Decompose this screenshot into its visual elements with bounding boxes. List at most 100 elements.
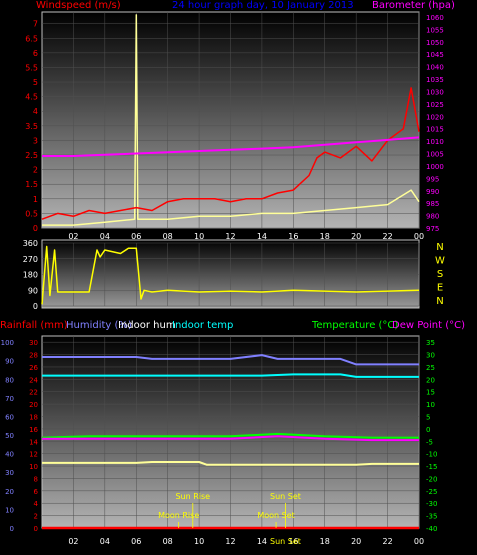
temperature-tick-label: 30 <box>426 352 435 360</box>
compass-label: S <box>437 269 443 280</box>
dew-point-series-line <box>42 435 419 442</box>
indoor-hum-series-line <box>42 461 419 466</box>
rainfall-tick-label: 8 <box>34 475 38 483</box>
barometer-tick-label: 985 <box>426 200 439 208</box>
wind-tick-label: 7 <box>33 20 38 29</box>
compass-label: W <box>435 256 445 267</box>
wind-tick-label: 6.5 <box>25 34 38 43</box>
wind-tick-label: 4 <box>33 107 38 116</box>
chart-title: 24 hour graph day, 10 January 2013 <box>172 0 354 11</box>
wind-x-tick-label: 20 <box>351 232 361 241</box>
temperature-tick-label: 35 <box>426 339 435 347</box>
temperature-tick-label: 20 <box>426 376 435 384</box>
barometer-tick-label: 1045 <box>426 51 444 59</box>
barometer-tick-label: 1000 <box>426 163 444 171</box>
temp-x-tick-label: 18 <box>320 537 330 546</box>
direction-tick-label: 0 <box>33 302 38 311</box>
sun-moon-annotation: Sun Set <box>270 492 301 501</box>
temperature-tick-label: -40 <box>426 525 437 533</box>
wind-tick-label: 0 <box>33 224 38 233</box>
compass-label: N <box>436 242 443 253</box>
wind-x-tick-label: 02 <box>68 232 78 241</box>
wind-tick-label: 1 <box>33 195 38 204</box>
wind-x-tick-label: 08 <box>163 232 173 241</box>
humidity-axis-label: Humidity (%) <box>66 320 132 331</box>
temp-x-tick-label: 02 <box>68 537 78 546</box>
temp-x-tick-label: 04 <box>100 537 110 546</box>
indoor-temp-series-line <box>42 373 419 378</box>
temperature-tick-label: 15 <box>426 389 435 397</box>
humidity-tick-label: 70 <box>5 395 14 403</box>
humidity-tick-label: 10 <box>5 506 14 514</box>
barometer-tick-label: 1040 <box>426 64 444 72</box>
humidity-tick-label: 0 <box>10 525 14 533</box>
temperature-tick-label: -20 <box>426 475 437 483</box>
indoor-temp-label: Indoor temp <box>172 320 234 331</box>
temperature-tick-label: -5 <box>426 438 433 446</box>
wind-tick-label: 5 <box>33 78 38 87</box>
temperature-tick-label: 10 <box>426 401 435 409</box>
rainfall-tick-label: 20 <box>29 401 38 409</box>
barometer-tick-label: 1035 <box>426 76 444 84</box>
wind-x-tick-label: 22 <box>382 232 392 241</box>
temperature-tick-label: 25 <box>426 364 435 372</box>
barometer-tick-label: 1015 <box>426 126 444 134</box>
windspeed-axis-label: Windspeed (m/s) <box>36 0 121 11</box>
wind-x-tick-label: 04 <box>100 232 110 241</box>
wind-x-tick-label: 00 <box>414 232 424 241</box>
rainfall-tick-label: 10 <box>29 463 38 471</box>
barometer-tick-label: 1060 <box>426 14 444 22</box>
temp-x-tick-label: 16 <box>288 537 298 546</box>
wind-tick-label: 5.5 <box>25 63 38 72</box>
temperature-tick-label: -25 <box>426 488 437 496</box>
rainfall-tick-label: 4 <box>34 500 39 508</box>
temperature-series-line <box>41 432 419 439</box>
wind-x-tick-label: 18 <box>320 232 330 241</box>
wind-x-tick-label: 16 <box>288 232 298 241</box>
compass-label: N <box>436 296 443 307</box>
rainfall-tick-label: 0 <box>34 525 38 533</box>
temp-x-tick-label: 08 <box>163 537 173 546</box>
barometer-tick-label: 980 <box>426 213 439 221</box>
barometer-tick-label: 1005 <box>426 151 444 159</box>
sun-moon-annotation: Sun Rise <box>175 492 210 501</box>
wind-x-tick-label: 10 <box>194 232 204 241</box>
compass-label: E <box>437 283 443 294</box>
gust-series-line <box>42 14 420 226</box>
dew-point-axis-label: Dew Point (°C) <box>392 320 466 331</box>
humidity-tick-label: 100 <box>1 339 14 347</box>
humidity-tick-label: 30 <box>5 469 14 477</box>
wind-tick-label: 4.5 <box>25 93 38 102</box>
rainfall-tick-label: 16 <box>29 426 38 434</box>
humidity-tick-label: 90 <box>5 358 14 366</box>
barometer-tick-label: 1030 <box>426 88 444 96</box>
direction-tick-label: 90 <box>28 286 38 295</box>
rainfall-tick-label: 28 <box>29 352 38 360</box>
rainfall-tick-label: 30 <box>29 339 38 347</box>
rainfall-tick-label: 14 <box>29 438 38 446</box>
wind-tick-label: 2 <box>33 166 38 175</box>
temperature-tick-label: -35 <box>426 513 437 521</box>
temp-x-tick-label: 12 <box>225 537 235 546</box>
humidity-series-line <box>42 354 419 366</box>
indoor-hum-label: Indoor hum <box>118 320 176 331</box>
barometer-tick-label: 1055 <box>426 26 444 34</box>
barometer-tick-label: 995 <box>426 175 439 183</box>
temp-x-tick-label: 14 <box>257 537 267 546</box>
rainfall-tick-label: 18 <box>29 414 38 422</box>
wind-x-tick-label: 06 <box>131 232 141 241</box>
direction-tick-label: 180 <box>23 271 38 280</box>
wind-tick-label: 6 <box>33 49 38 58</box>
barometer-tick-label: 1025 <box>426 101 444 109</box>
rainfall-tick-label: 22 <box>29 389 38 397</box>
temperature-tick-label: 5 <box>426 414 430 422</box>
wind-tick-label: 3 <box>33 136 38 145</box>
temperature-tick-label: -15 <box>426 463 437 471</box>
wind-direction-series-line <box>41 245 420 305</box>
rainfall-tick-label: 24 <box>29 376 38 384</box>
rainfall-tick-label: 6 <box>34 488 39 496</box>
temperature-tick-label: -10 <box>426 451 437 459</box>
windspeed-series-line <box>41 87 420 220</box>
barometer-tick-label: 990 <box>426 188 439 196</box>
